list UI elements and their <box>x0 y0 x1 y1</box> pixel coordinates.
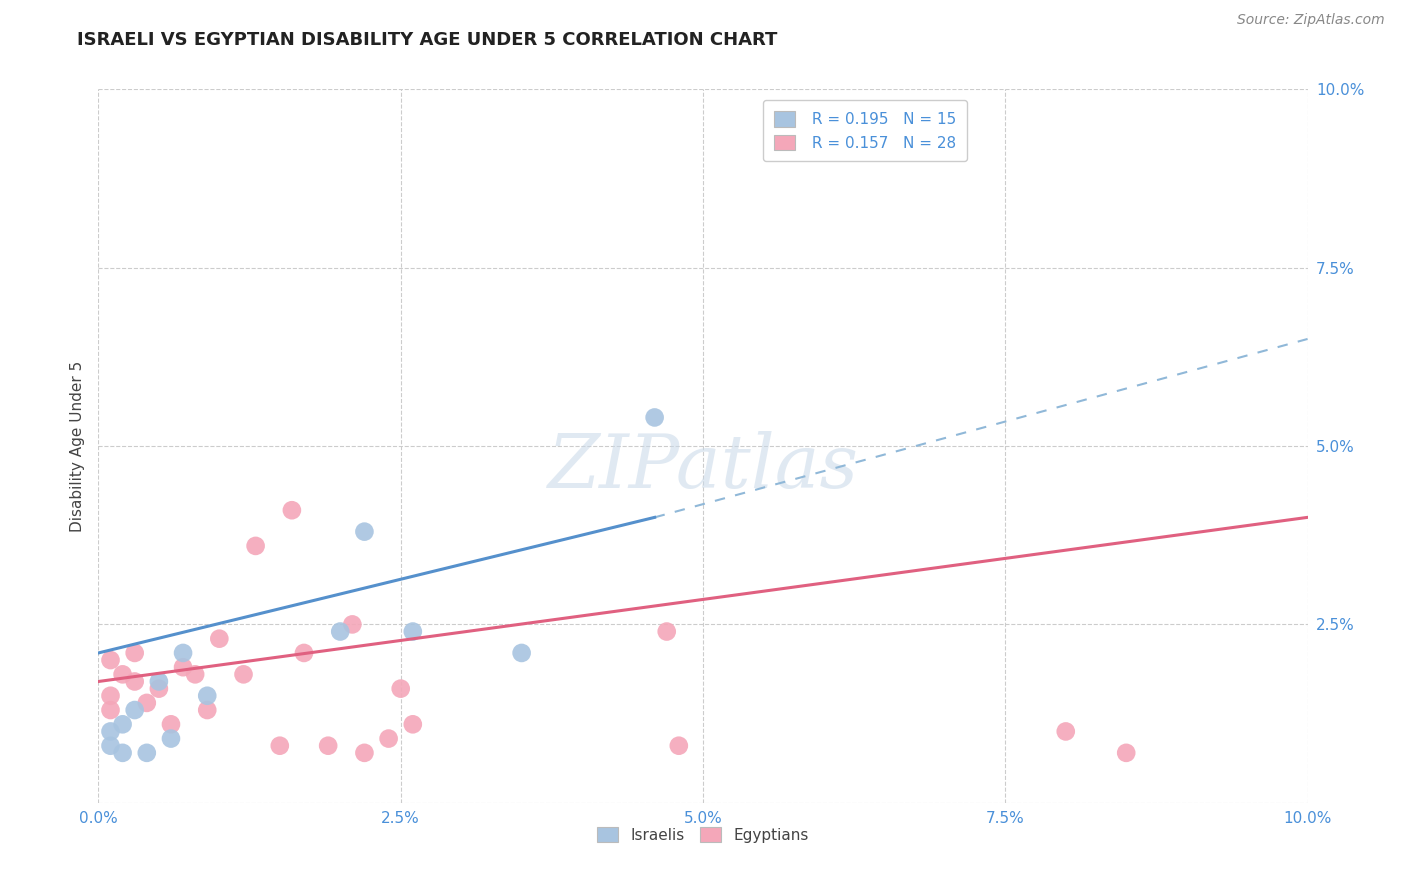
Point <box>353 524 375 539</box>
Point <box>124 646 146 660</box>
Point <box>160 717 183 731</box>
Point <box>100 739 122 753</box>
Point <box>172 646 194 660</box>
Point <box>402 624 425 639</box>
Point <box>100 689 122 703</box>
Point <box>124 703 146 717</box>
Point <box>377 731 399 746</box>
Point <box>148 681 170 696</box>
Point <box>124 674 146 689</box>
Point <box>160 731 183 746</box>
Point <box>195 689 218 703</box>
Point <box>655 624 678 639</box>
Text: ISRAELI VS EGYPTIAN DISABILITY AGE UNDER 5 CORRELATION CHART: ISRAELI VS EGYPTIAN DISABILITY AGE UNDER… <box>77 31 778 49</box>
Point <box>135 696 157 710</box>
Point <box>111 746 134 760</box>
Point <box>510 646 533 660</box>
Point <box>353 746 375 760</box>
Point <box>148 674 170 689</box>
Point <box>135 746 157 760</box>
Point <box>245 539 267 553</box>
Point <box>389 681 412 696</box>
Point <box>208 632 231 646</box>
Point <box>111 667 134 681</box>
Point <box>668 739 690 753</box>
Point <box>232 667 254 681</box>
Point <box>269 739 291 753</box>
Point <box>329 624 352 639</box>
Point <box>402 717 425 731</box>
Point <box>1054 724 1077 739</box>
Point <box>342 617 364 632</box>
Point <box>281 503 304 517</box>
Point <box>100 653 122 667</box>
Point <box>292 646 315 660</box>
Point <box>100 724 122 739</box>
Text: Source: ZipAtlas.com: Source: ZipAtlas.com <box>1237 13 1385 28</box>
Point <box>111 717 134 731</box>
Text: ZIPatlas: ZIPatlas <box>547 431 859 504</box>
Point <box>172 660 194 674</box>
Legend: Israelis, Egyptians: Israelis, Egyptians <box>591 821 815 848</box>
Point <box>644 410 666 425</box>
Point <box>1115 746 1137 760</box>
Point <box>100 703 122 717</box>
Y-axis label: Disability Age Under 5: Disability Age Under 5 <box>69 360 84 532</box>
Point <box>316 739 339 753</box>
Point <box>195 703 218 717</box>
Point <box>184 667 207 681</box>
